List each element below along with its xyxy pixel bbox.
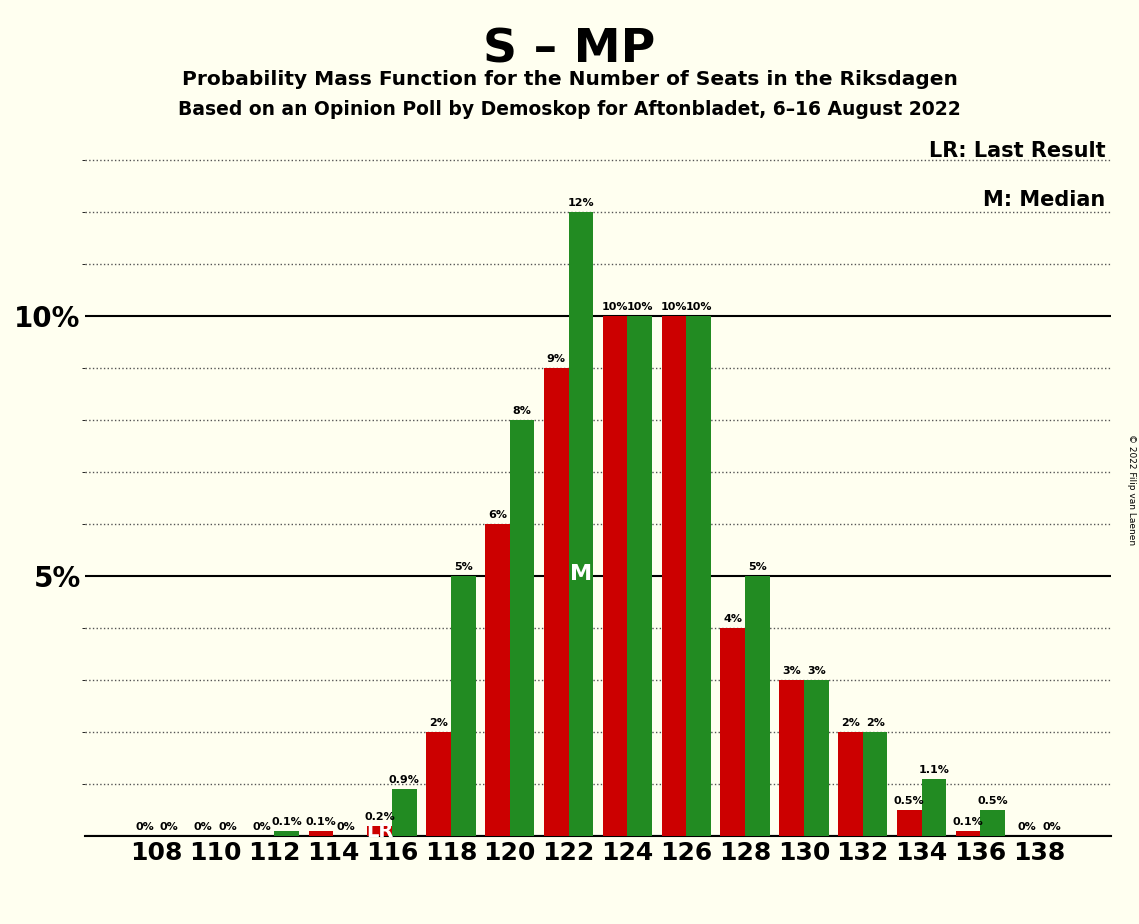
Text: 0.5%: 0.5% [977, 796, 1008, 806]
Bar [451, 577, 476, 836]
Text: 0%: 0% [1017, 822, 1036, 832]
Bar [956, 831, 981, 836]
Bar [628, 316, 653, 836]
Bar [862, 732, 887, 836]
Text: 6%: 6% [487, 510, 507, 520]
Text: 0%: 0% [336, 822, 355, 832]
Bar [485, 524, 510, 836]
Text: 0%: 0% [194, 822, 213, 832]
Text: LR: Last Result: LR: Last Result [928, 141, 1105, 161]
Text: 10%: 10% [661, 302, 687, 312]
Text: 1.1%: 1.1% [918, 765, 949, 775]
Text: 12%: 12% [567, 198, 595, 208]
Bar [392, 789, 417, 836]
Text: 2%: 2% [841, 718, 860, 728]
Text: LR: LR [366, 821, 393, 841]
Bar [804, 680, 828, 836]
Text: 4%: 4% [723, 614, 743, 624]
Bar [686, 316, 711, 836]
Bar [368, 826, 392, 836]
Text: M: M [570, 564, 592, 584]
Text: 5%: 5% [453, 562, 473, 572]
Text: 8%: 8% [513, 406, 532, 416]
Text: 10%: 10% [601, 302, 629, 312]
Text: 0%: 0% [219, 822, 237, 832]
Bar [510, 420, 534, 836]
Text: Probability Mass Function for the Number of Seats in the Riksdagen: Probability Mass Function for the Number… [181, 70, 958, 90]
Text: 10%: 10% [626, 302, 653, 312]
Text: M: Median: M: Median [983, 190, 1105, 210]
Text: 0.2%: 0.2% [364, 811, 395, 821]
Text: 5%: 5% [748, 562, 767, 572]
Text: 9%: 9% [547, 354, 566, 364]
Bar [274, 831, 300, 836]
Text: 0.1%: 0.1% [952, 817, 983, 827]
Text: 3%: 3% [782, 666, 801, 676]
Text: S – MP: S – MP [483, 28, 656, 73]
Text: 2%: 2% [866, 718, 885, 728]
Bar [838, 732, 862, 836]
Bar [720, 628, 745, 836]
Bar [779, 680, 804, 836]
Bar [921, 779, 947, 836]
Text: 0%: 0% [159, 822, 179, 832]
Bar [603, 316, 628, 836]
Text: 0%: 0% [1042, 822, 1060, 832]
Text: 2%: 2% [429, 718, 448, 728]
Bar [309, 831, 334, 836]
Text: 0%: 0% [253, 822, 271, 832]
Text: 0.1%: 0.1% [271, 817, 302, 827]
Bar [543, 368, 568, 836]
Bar [426, 732, 451, 836]
Bar [981, 810, 1005, 836]
Text: 0.9%: 0.9% [390, 775, 420, 785]
Text: 0.1%: 0.1% [305, 817, 336, 827]
Bar [568, 212, 593, 836]
Text: 0.5%: 0.5% [894, 796, 925, 806]
Text: © 2022 Filip van Laenen: © 2022 Filip van Laenen [1126, 434, 1136, 545]
Bar [662, 316, 686, 836]
Text: 3%: 3% [806, 666, 826, 676]
Text: 10%: 10% [686, 302, 712, 312]
Text: 0%: 0% [136, 822, 154, 832]
Text: Based on an Opinion Poll by Demoskop for Aftonbladet, 6–16 August 2022: Based on an Opinion Poll by Demoskop for… [178, 100, 961, 119]
Bar [896, 810, 921, 836]
Bar [745, 577, 770, 836]
